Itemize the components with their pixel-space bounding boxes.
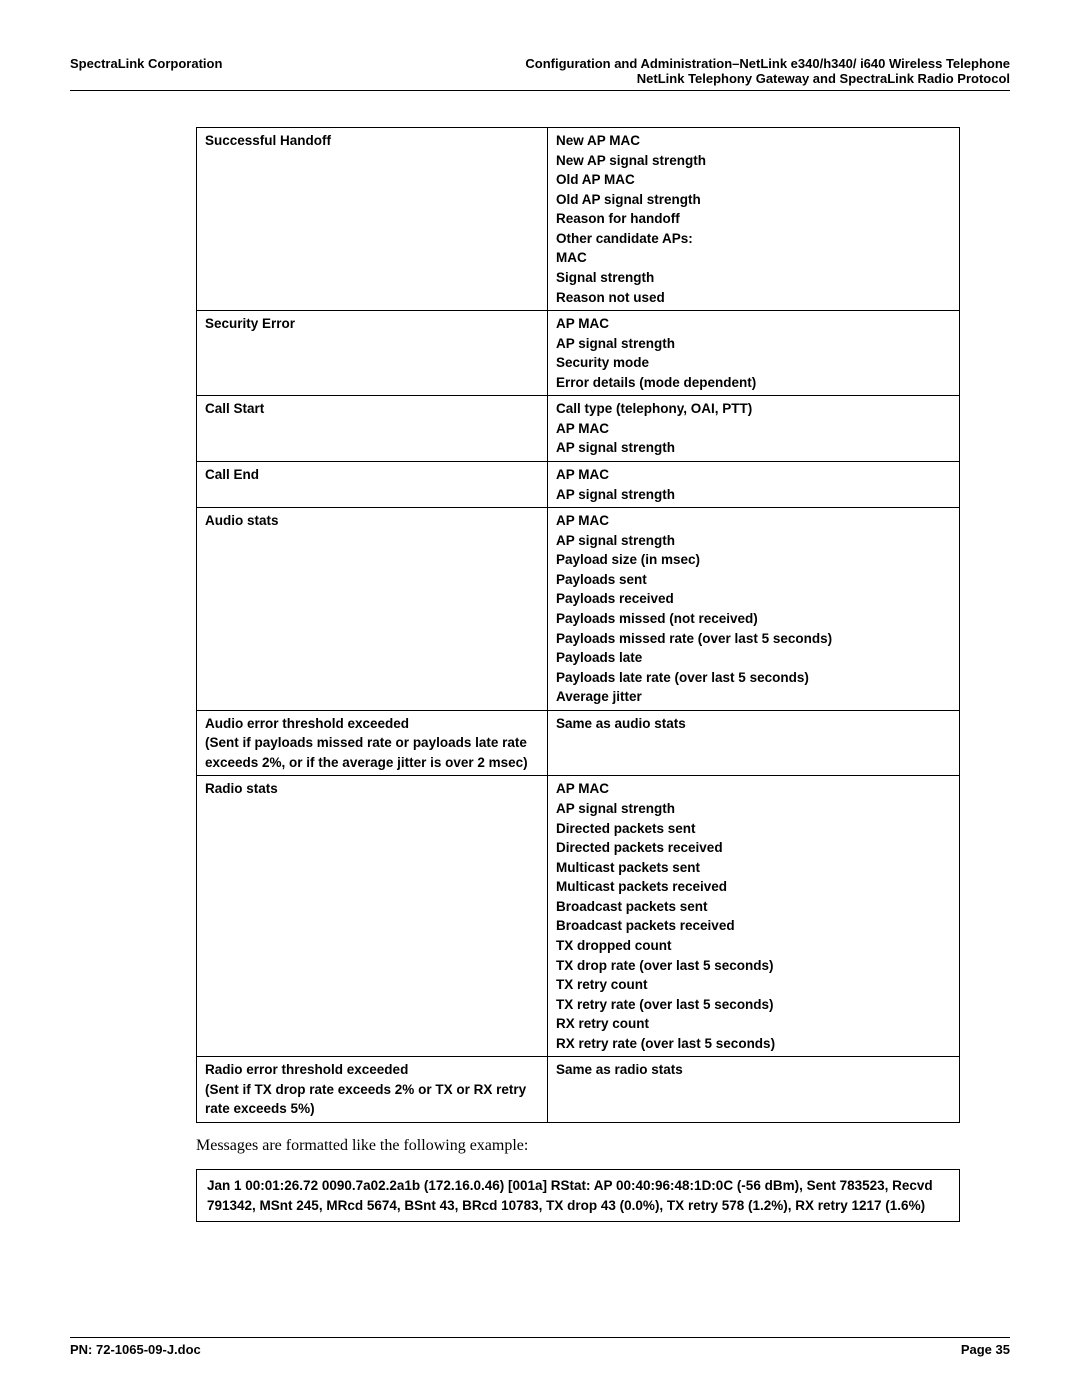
page-footer: PN: 72-1065-09-J.doc Page 35 (70, 1337, 1010, 1357)
table-cell-details: Same as radio stats (547, 1057, 959, 1123)
intro-text: Messages are formatted like the followin… (196, 1137, 960, 1155)
content-area: Successful HandoffNew AP MAC New AP sign… (70, 127, 1010, 1222)
table-cell-details: AP MAC AP signal strength (547, 462, 959, 508)
table-row: Audio statsAP MAC AP signal strength Pay… (197, 508, 960, 711)
header-right-line1: Configuration and Administration–NetLink… (525, 56, 1010, 71)
table-body: Successful HandoffNew AP MAC New AP sign… (197, 128, 960, 1123)
events-table: Successful HandoffNew AP MAC New AP sign… (196, 127, 960, 1123)
document-page: SpectraLink Corporation Configuration an… (0, 0, 1080, 1397)
table-cell-details: New AP MAC New AP signal strength Old AP… (547, 128, 959, 311)
table-cell-details: AP MAC AP signal strength Payload size (… (547, 508, 959, 711)
table-cell-event: Security Error (197, 311, 548, 396)
footer-right: Page 35 (961, 1342, 1010, 1357)
footer-left: PN: 72-1065-09-J.doc (70, 1342, 201, 1357)
table-cell-details: AP MAC AP signal strength Security mode … (547, 311, 959, 396)
table-cell-event: Audio error threshold exceeded (Sent if … (197, 710, 548, 776)
table-cell-event: Radio error threshold exceeded (Sent if … (197, 1057, 548, 1123)
table-row: Successful HandoffNew AP MAC New AP sign… (197, 128, 960, 311)
header-right-line2: NetLink Telephony Gateway and SpectraLin… (525, 71, 1010, 86)
header-left: SpectraLink Corporation (70, 56, 222, 71)
table-row: Radio error threshold exceeded (Sent if … (197, 1057, 960, 1123)
table-cell-event: Audio stats (197, 508, 548, 711)
table-cell-event: Successful Handoff (197, 128, 548, 311)
table-cell-details: Call type (telephony, OAI, PTT) AP MAC A… (547, 396, 959, 462)
table-row: Security ErrorAP MAC AP signal strength … (197, 311, 960, 396)
table-row: Radio statsAP MAC AP signal strength Dir… (197, 776, 960, 1057)
table-cell-event: Call End (197, 462, 548, 508)
table-row: Call EndAP MAC AP signal strength (197, 462, 960, 508)
header-right: Configuration and Administration–NetLink… (525, 56, 1010, 86)
page-header: SpectraLink Corporation Configuration an… (70, 56, 1010, 91)
table-cell-event: Call Start (197, 396, 548, 462)
table-row: Call StartCall type (telephony, OAI, PTT… (197, 396, 960, 462)
table-row: Audio error threshold exceeded (Sent if … (197, 710, 960, 776)
table-cell-event: Radio stats (197, 776, 548, 1057)
table-cell-details: AP MAC AP signal strength Directed packe… (547, 776, 959, 1057)
table-cell-details: Same as audio stats (547, 710, 959, 776)
example-box: Jan 1 00:01:26.72 0090.7a02.2a1b (172.16… (196, 1169, 960, 1222)
